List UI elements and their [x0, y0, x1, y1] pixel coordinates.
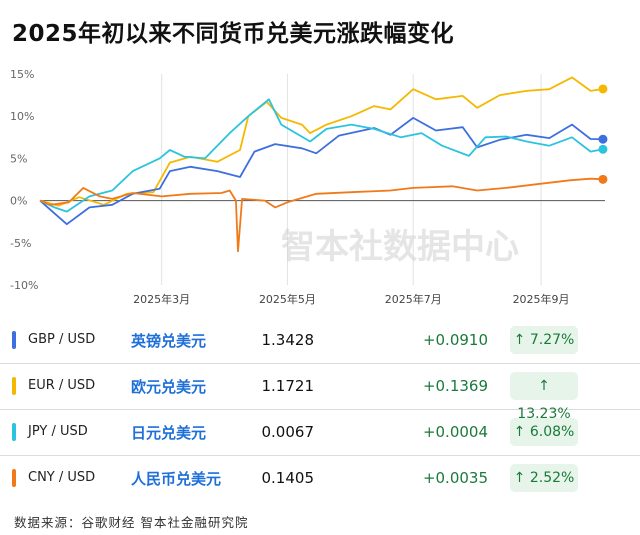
percent-badge: ↑ 6.08% [510, 418, 578, 446]
pair-name: 欧元兑美元 [131, 378, 207, 396]
change-value: +0.0004 [422, 423, 488, 441]
rate-value: 1.3428 [261, 331, 315, 349]
pair-code: GBP / USD [28, 332, 96, 347]
change-value: +0.0910 [422, 331, 488, 349]
page-title: 2025年初以来不同货币兑美元涨跌幅变化 [12, 21, 455, 47]
y-tick-label: -5% [10, 237, 31, 250]
series-color-bar [12, 423, 16, 441]
pair-code: CNY / USD [28, 470, 96, 485]
series-end-point-gbp [598, 134, 608, 144]
series-color-bar [12, 377, 16, 395]
change-value: +0.0035 [422, 469, 488, 487]
rate-value: 0.0067 [261, 423, 315, 441]
percent-badge: ↑ 7.27% [510, 326, 578, 354]
table-row: EUR / USD 欧元兑美元 1.1721 +0.1369 ↑ 13.23% [0, 364, 640, 422]
series-line-cny [39, 177, 603, 253]
rate-value: 1.1721 [261, 377, 315, 395]
series-end-point-eur [598, 84, 608, 94]
y-tick-label: 15% [10, 68, 34, 81]
series-line-eur [39, 76, 604, 207]
y-tick-label: 10% [10, 110, 34, 123]
pair-code: JPY / USD [28, 424, 88, 439]
currency-table: GBP / USD 英镑兑美元 1.3428 +0.0910 ↑ 7.27% E… [0, 318, 640, 501]
rate-value: 0.1405 [261, 469, 315, 487]
y-tick-label: -10% [10, 279, 38, 292]
data-source: 数据来源：谷歌财经 智本社金融研究院 [14, 515, 249, 530]
table-row: GBP / USD 英镑兑美元 1.3428 +0.0910 ↑ 7.27% [0, 318, 640, 364]
pair-name: 日元兑美元 [131, 424, 207, 442]
percent-badge: ↑ 13.23% [510, 372, 578, 422]
x-tick-label: 2025年7月 [385, 292, 442, 306]
series-end-point-cny [598, 174, 608, 184]
series-line-gbp [39, 117, 603, 226]
x-tick-label: 2025年3月 [133, 292, 190, 306]
series-line-jpy [39, 98, 604, 213]
watermark-text: 智本社数据中心 [281, 227, 519, 267]
y-tick-label: 0% [10, 195, 27, 208]
table-row: JPY / USD 日元兑美元 0.0067 +0.0004 ↑ 6.08% [0, 410, 640, 456]
percent-badge: ↑ 2.52% [510, 464, 578, 492]
change-value: +0.1369 [422, 377, 488, 395]
fx-line-chart: 智本社数据中心 15% 10% 5% 0% -5% -10% 2025年3月 2025年5月 20… [10, 68, 608, 306]
series-color-bar [12, 469, 16, 487]
series-end-point-jpy [598, 144, 608, 154]
y-tick-label: 5% [10, 152, 27, 165]
pair-name: 英镑兑美元 [131, 332, 207, 350]
pair-code: EUR / USD [28, 378, 96, 393]
pair-name: 人民币兑美元 [131, 470, 222, 488]
x-tick-label: 2025年5月 [259, 292, 316, 306]
series-color-bar [12, 331, 16, 349]
table-row: CNY / USD 人民币兑美元 0.1405 +0.0035 ↑ 2.52% [0, 456, 640, 501]
x-tick-label: 2025年9月 [513, 292, 570, 306]
